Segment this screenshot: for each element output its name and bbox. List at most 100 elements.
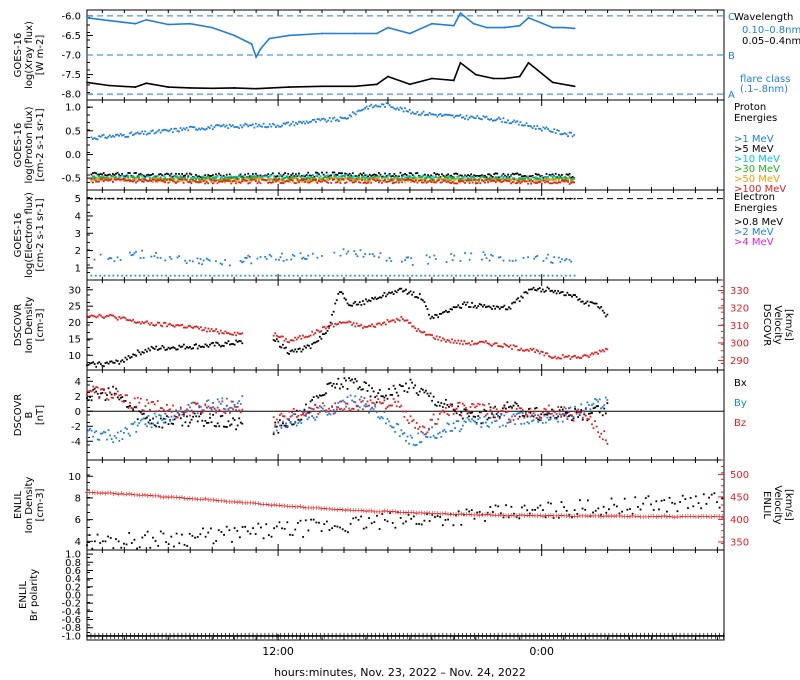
data-point-enlil_plasma-0	[428, 520, 431, 522]
data-point-proton-1	[361, 174, 363, 176]
data-point-dscovr_plasma-0	[601, 309, 604, 312]
data-point-proton-0	[227, 127, 230, 130]
data-point-proton-0	[361, 109, 363, 111]
data-point-dscovr_mag-2	[331, 405, 334, 408]
data-point-dscovr_mag-0	[394, 387, 397, 390]
data-point-proton-5	[502, 180, 505, 183]
data-point-electron-2	[376, 274, 378, 277]
data-point-dscovr_mag-1	[189, 406, 191, 409]
data-point-proton-1	[513, 173, 516, 176]
data-point-dscovr_plasma-1	[381, 322, 384, 325]
data-point-dscovr_mag-2	[443, 411, 446, 414]
data-point-enlil_plasma-0	[436, 515, 439, 518]
data-point-enlil_plasma-0	[207, 531, 210, 534]
data-point-enlil_plasma-1: +	[334, 506, 340, 514]
data-point-proton-3	[204, 176, 207, 179]
data-point-proton-0	[115, 133, 117, 136]
data-point-enlil_plasma-1: +	[229, 498, 235, 506]
data-point-dscovr_mag-0	[537, 418, 540, 421]
data-point-dscovr_mag-2	[167, 409, 170, 412]
data-point-proton-2	[95, 176, 97, 179]
data-point-enlil_plasma-1: +	[261, 500, 267, 508]
data-point-proton-5	[536, 182, 539, 184]
data-point-dscovr_plasma-0	[346, 302, 349, 305]
data-point-dscovr_plasma-1	[371, 323, 374, 326]
data-point-electron-1	[150, 255, 153, 258]
data-point-electron-1	[275, 258, 277, 261]
data-point-enlil_plasma-0	[246, 530, 249, 533]
data-point-proton-0	[356, 110, 359, 113]
data-point-dscovr_mag-2	[520, 407, 523, 410]
data-point-proton-1	[113, 174, 116, 176]
data-point-dscovr_mag-0	[581, 418, 584, 421]
data-point-proton-0	[347, 117, 350, 120]
data-point-proton-1	[470, 173, 473, 176]
data-point-dscovr_mag-1	[338, 400, 341, 403]
data-point-xray-0	[255, 56, 258, 58]
data-point-dscovr_mag-1	[167, 416, 170, 419]
data-point-dscovr_plasma-1	[130, 320, 133, 322]
data-point-dscovr_mag-2	[315, 406, 318, 409]
data-point-proton-5	[139, 179, 142, 181]
data-point-electron-1	[470, 252, 473, 255]
data-point-proton-3	[248, 176, 251, 179]
data-point-electron-0	[213, 197, 216, 200]
data-point-dscovr_mag-2	[187, 403, 190, 406]
data-point-dscovr_mag-1	[480, 426, 483, 429]
data-point-dscovr_plasma-1	[546, 352, 549, 355]
data-point-proton-0	[179, 127, 182, 129]
data-point-proton-2	[327, 174, 330, 177]
data-point-dscovr_mag-2	[99, 388, 102, 391]
data-point-dscovr_mag-2	[600, 432, 603, 435]
data-point-dscovr_mag-0	[335, 383, 338, 385]
data-point-proton-5	[499, 179, 502, 182]
data-point-proton-0	[414, 112, 417, 115]
data-point-dscovr_mag-2	[480, 411, 483, 414]
data-point-dscovr_mag-1	[130, 423, 133, 425]
data-point-proton-0	[570, 131, 573, 134]
data-point-dscovr_mag-1	[357, 405, 360, 408]
data-point-proton-5	[245, 179, 248, 182]
data-point-proton-5	[256, 182, 259, 185]
data-point-proton-1	[298, 172, 300, 175]
data-point-electron-0	[362, 197, 365, 200]
data-point-enlil_plasma-0	[592, 511, 594, 514]
data-point-dscovr_mag-2	[320, 406, 323, 409]
data-point-enlil_plasma-0	[721, 497, 724, 500]
data-point-enlil_plasma-0	[676, 510, 679, 513]
data-point-dscovr_plasma-1	[352, 322, 355, 325]
data-point-proton-1	[433, 172, 436, 174]
data-point-proton-4	[207, 177, 210, 180]
data-point-proton-5	[161, 179, 164, 182]
data-point-electron-0	[437, 197, 440, 200]
data-point-enlil_plasma-1: +	[651, 512, 657, 520]
data-point-proton-0	[158, 129, 160, 131]
data-point-dscovr_mag-1	[400, 429, 403, 432]
data-point-electron-2	[393, 274, 396, 277]
data-point-dscovr_mag-1	[127, 432, 130, 435]
data-point-proton-4	[92, 178, 94, 181]
data-point-dscovr_plasma-1	[166, 325, 168, 328]
data-point-dscovr_mag-2	[535, 417, 538, 420]
data-point-dscovr_mag-0	[460, 411, 463, 414]
data-point-dscovr_mag-2	[388, 404, 390, 407]
data-point-dscovr_mag-1	[428, 428, 430, 431]
data-point-dscovr_plasma-0	[101, 364, 104, 367]
data-point-proton-2	[471, 176, 474, 179]
data-point-dscovr_plasma-1	[222, 332, 225, 335]
data-point-proton-2	[464, 175, 466, 178]
data-point-dscovr_plasma-1	[483, 341, 486, 344]
data-point-proton-0	[287, 121, 290, 124]
data-point-dscovr_mag-1	[398, 435, 401, 438]
data-point-dscovr_mag-2	[96, 386, 99, 389]
data-point-enlil_plasma-1: +	[226, 498, 232, 506]
data-point-dscovr_mag-2	[280, 412, 283, 415]
data-point-xray-1	[452, 79, 455, 82]
data-point-enlil_plasma-0	[697, 502, 700, 504]
data-point-dscovr_mag-2	[303, 414, 306, 417]
data-point-dscovr_mag-0	[207, 421, 210, 424]
data-point-enlil_plasma-1: +	[361, 507, 367, 515]
data-point-proton-4	[256, 177, 259, 180]
data-point-dscovr_plasma-1	[489, 344, 492, 347]
data-point-dscovr_mag-2	[363, 397, 366, 399]
